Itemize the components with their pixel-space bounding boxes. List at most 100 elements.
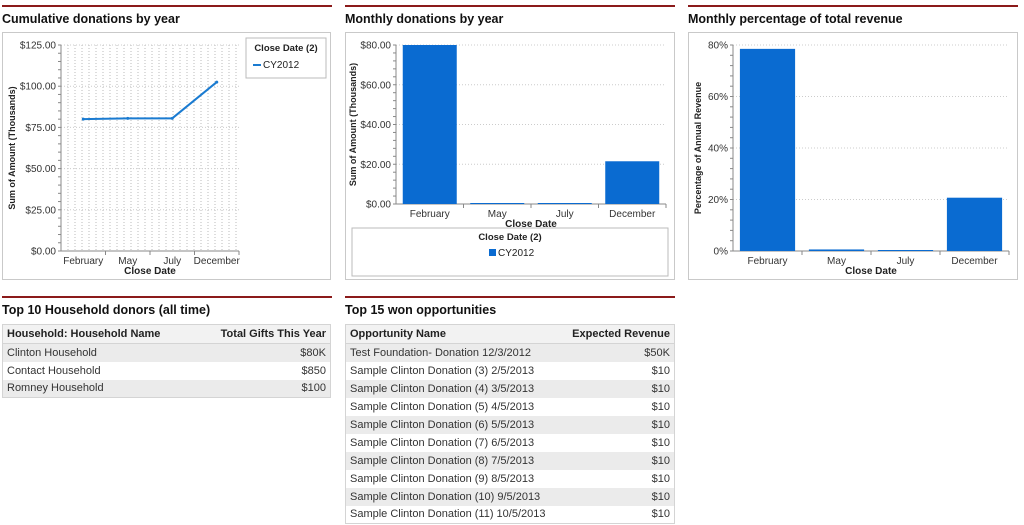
expected-revenue-cell: $10 — [561, 487, 675, 506]
expected-revenue-cell: $10 — [561, 469, 675, 488]
opportunity-name-cell[interactable]: Sample Clinton Donation (4) 3/5/2013 — [345, 379, 562, 398]
legend-title: Close Date (2) — [478, 232, 541, 243]
y-tick-label: $60.00 — [360, 80, 391, 91]
bar — [946, 197, 1003, 251]
opportunity-name-cell[interactable]: Test Foundation- Donation 12/3/2012 — [345, 343, 562, 362]
panel-title: Cumulative donations by year — [2, 12, 180, 26]
total-gifts-cell: $100 — [195, 379, 331, 398]
y-tick-label: 80% — [708, 41, 728, 52]
bar — [808, 249, 865, 251]
y-tick-label: 0% — [714, 247, 729, 258]
opportunity-name-cell[interactable]: Sample Clinton Donation (6) 5/5/2013 — [345, 415, 562, 434]
x-tick-label: July — [163, 256, 181, 267]
x-tick-label: December — [951, 256, 998, 267]
y-tick-label: $20.00 — [360, 160, 391, 171]
legend-box — [245, 37, 327, 79]
table-row: Sample Clinton Donation (7) 6/5/2013 $10 — [345, 433, 675, 452]
bar — [537, 203, 592, 204]
table-row: Romney Household $100 — [2, 379, 331, 398]
table-row: Contact Household $850 — [2, 361, 331, 380]
table-row: Sample Clinton Donation (4) 3/5/2013 $10 — [345, 379, 675, 398]
cumulative-chart[interactable]: $0.00 $25.00 $50.00 $75.00 $100.00 $125.00 Feb… — [2, 32, 331, 280]
household-name-cell[interactable]: Contact Household — [2, 361, 196, 380]
expected-revenue-cell: $10 — [561, 379, 675, 398]
legend-title: Close Date (2) — [254, 43, 317, 54]
bar — [470, 203, 525, 204]
x-tick-label: May — [118, 256, 137, 267]
legend-box — [351, 227, 669, 277]
y-tick-label: 20% — [708, 195, 728, 206]
x-tick-label: July — [897, 256, 915, 267]
percentage-panel: Monthly percentage of total revenue — [688, 5, 1018, 27]
y-tick-label: 60% — [708, 92, 728, 103]
column-header-expected-revenue[interactable]: Expected Revenue — [561, 324, 675, 344]
table-header-row: Opportunity Name Expected Revenue — [345, 324, 675, 344]
column-header-opportunity-name[interactable]: Opportunity Name — [345, 324, 562, 344]
opportunity-name-cell[interactable]: Sample Clinton Donation (9) 8/5/2013 — [345, 469, 562, 488]
panel-divider — [345, 296, 675, 298]
table-row: Sample Clinton Donation (3) 2/5/2013 $10 — [345, 361, 675, 380]
panel-divider — [2, 5, 332, 7]
expected-revenue-cell: $10 — [561, 505, 675, 524]
table-row: Sample Clinton Donation (9) 8/5/2013 $10 — [345, 469, 675, 488]
x-axis-title: Close Date — [845, 266, 897, 277]
bar — [877, 250, 934, 251]
expected-revenue-cell: $10 — [561, 433, 675, 452]
y-axis-title: Sum of Amount (Thousands) — [348, 63, 358, 186]
monthly-chart[interactable]: $0.00 $20.00 $40.00 $60.00 $80.00 February May… — [345, 32, 675, 280]
data-point — [126, 116, 130, 120]
percentage-bar-chart: 0% 20% 40% 60% 80% February May July December Clo… — [693, 41, 1010, 277]
column-header-total-gifts[interactable]: Total Gifts This Year — [195, 324, 331, 344]
opportunity-name-cell[interactable]: Sample Clinton Donation (8) 7/5/2013 — [345, 451, 562, 470]
opportunity-name-cell[interactable]: Sample Clinton Donation (7) 6/5/2013 — [345, 433, 562, 452]
cumulative-line-chart: $0.00 $25.00 $50.00 $75.00 $100.00 $125.00 Feb… — [7, 37, 327, 277]
panel-title: Monthly percentage of total revenue — [688, 12, 903, 26]
table-header-row: Household: Household Name Total Gifts Th… — [2, 324, 331, 344]
bar — [402, 45, 457, 204]
panel-divider — [2, 296, 332, 298]
household-name-cell[interactable]: Romney Household — [2, 379, 196, 398]
table-row: Sample Clinton Donation (5) 4/5/2013 $10 — [345, 397, 675, 416]
data-point — [81, 117, 85, 121]
opportunity-name-cell[interactable]: Sample Clinton Donation (5) 4/5/2013 — [345, 397, 562, 416]
y-tick-label: $125.00 — [20, 41, 57, 52]
bar — [605, 161, 660, 204]
table-row: Sample Clinton Donation (10) 9/5/2013 $10 — [345, 487, 675, 506]
y-tick-label: $100.00 — [20, 82, 57, 93]
opportunity-name-cell[interactable]: Sample Clinton Donation (11) 10/5/2013 — [345, 505, 562, 524]
expected-revenue-cell: $10 — [561, 451, 675, 470]
y-tick-label: $75.00 — [25, 123, 56, 134]
y-tick-label: $80.00 — [360, 41, 391, 52]
donors-table: Household: Household Name Total Gifts Th… — [2, 324, 331, 398]
y-tick-label: $0.00 — [31, 247, 56, 258]
x-tick-label: May — [488, 209, 507, 220]
panel-title: Top 15 won opportunities — [345, 303, 497, 317]
x-tick-label: July — [556, 209, 574, 220]
y-axis-title: Percentage of Annual Revenue — [693, 82, 703, 214]
x-tick-label: December — [609, 209, 656, 220]
percentage-chart[interactable]: 0% 20% 40% 60% 80% February May July December Clo… — [688, 32, 1018, 280]
table-row: Test Foundation- Donation 12/3/2012 $50K — [345, 343, 675, 362]
x-axis-title: Close Date — [124, 266, 176, 277]
opportunity-name-cell[interactable]: Sample Clinton Donation (3) 2/5/2013 — [345, 361, 562, 380]
opportunities-table: Opportunity Name Expected Revenue Test F… — [345, 324, 675, 524]
donors-panel: Top 10 Household donors (all time) — [2, 296, 332, 318]
data-point — [215, 80, 219, 84]
total-gifts-cell: $850 — [195, 361, 331, 380]
table-row: Clinton Household $80K — [2, 343, 331, 362]
legend-swatch — [489, 249, 496, 256]
series-line-cy2012 — [83, 81, 218, 121]
opps-panel: Top 15 won opportunities — [345, 296, 675, 318]
expected-revenue-cell: $10 — [561, 415, 675, 434]
y-tick-label: $25.00 — [25, 205, 56, 216]
expected-revenue-cell: $10 — [561, 397, 675, 416]
household-name-cell[interactable]: Clinton Household — [2, 343, 196, 362]
column-header-household-name[interactable]: Household: Household Name — [2, 324, 196, 344]
expected-revenue-cell: $10 — [561, 361, 675, 380]
opportunity-name-cell[interactable]: Sample Clinton Donation (10) 9/5/2013 — [345, 487, 562, 506]
data-point — [170, 116, 174, 120]
y-tick-label: $50.00 — [25, 164, 56, 175]
monthly-bar-chart: $0.00 $20.00 $40.00 $60.00 $80.00 February May… — [348, 41, 669, 277]
y-tick-label: 40% — [708, 144, 728, 155]
panel-title: Monthly donations by year — [345, 12, 504, 26]
